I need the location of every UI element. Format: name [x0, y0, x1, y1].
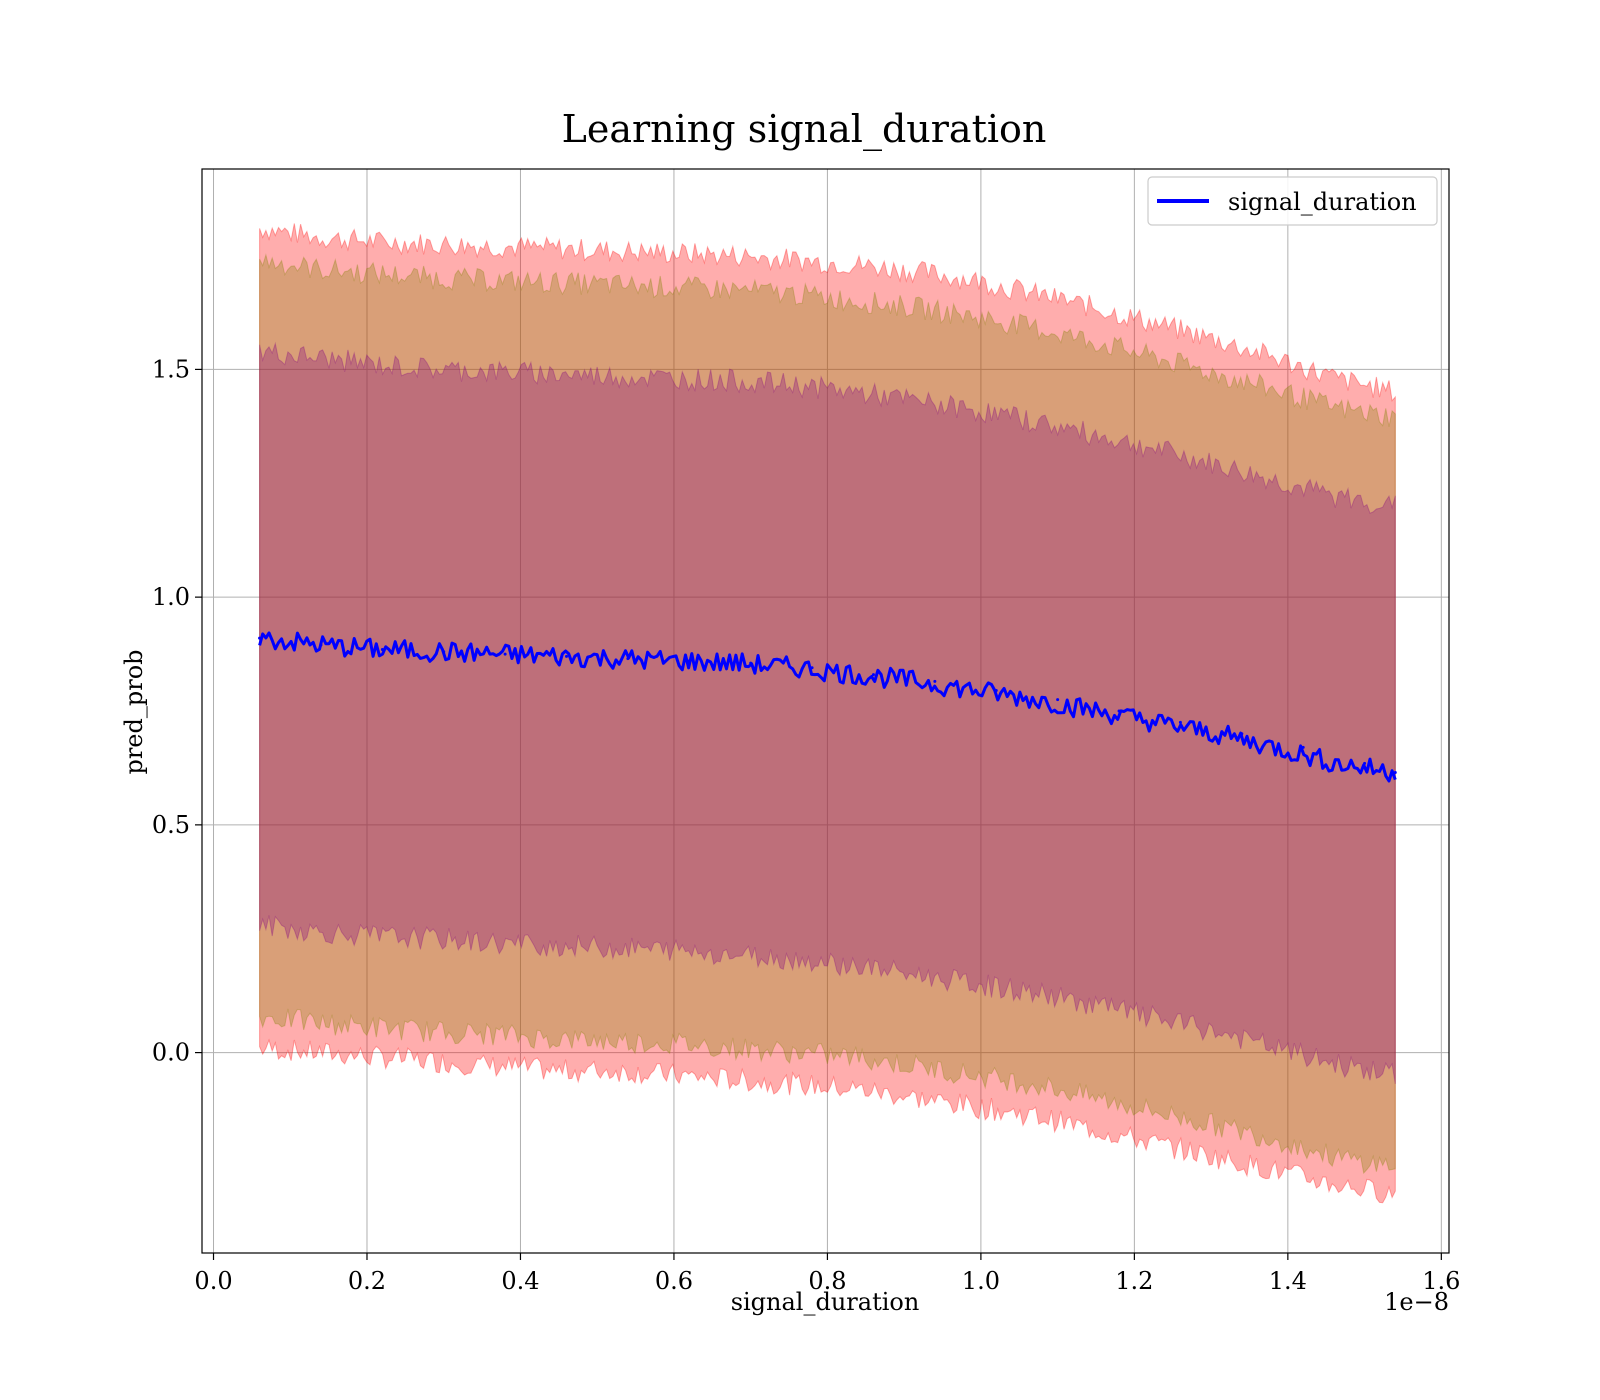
series-point: [1178, 720, 1182, 724]
x-tick-label: 1.4: [1269, 1267, 1307, 1295]
x-axis-offset-label: 1e−8: [1384, 1288, 1449, 1316]
chart-title: Learning signal_duration: [562, 107, 1047, 152]
series-point: [319, 643, 323, 647]
series-point: [258, 636, 262, 640]
series-point: [1301, 745, 1305, 749]
data-lines: [258, 631, 1397, 783]
axis-ticks: 0.0 0.2 0.4 0.6 0.8 1.0 1.2 1.4 1.6 0.0 0.5 1.0 1.5: [152, 355, 1461, 1295]
x-tick-label: 0.4: [501, 1267, 539, 1295]
series-point: [1056, 698, 1060, 702]
series-point: [749, 661, 753, 665]
x-tick-label: 1.2: [1115, 1267, 1153, 1295]
x-tick-label: 0.8: [808, 1267, 846, 1295]
y-tick-label: 1.0: [152, 583, 190, 611]
y-tick-label: 1.5: [152, 355, 190, 383]
series-point: [994, 689, 998, 693]
series-point: [810, 666, 814, 670]
legend-box: [1147, 176, 1438, 226]
series-point: [380, 648, 384, 652]
series-point: [626, 657, 630, 661]
x-axis-label: signal_duration: [731, 1288, 920, 1316]
y-tick-label: 0.5: [152, 811, 190, 839]
series-point: [871, 673, 875, 677]
confidence-band-outer: [259, 223, 1396, 1204]
legend: signal_duration: [1147, 176, 1438, 226]
series-line: [258, 631, 1397, 783]
confidence-band-inner: [259, 341, 1396, 1084]
series-point: [565, 654, 569, 658]
confidence-bands: [259, 223, 1396, 1204]
series-point: [1393, 770, 1397, 774]
series-point: [1240, 732, 1244, 736]
x-tick-label: 0.6: [655, 1267, 693, 1295]
plot-background: [202, 169, 1449, 1253]
x-tick-label: 1.0: [962, 1267, 1000, 1295]
confidence-band-middle: [259, 253, 1396, 1175]
series-point: [442, 650, 446, 654]
series-point: [1117, 709, 1121, 713]
series-point: [503, 652, 507, 656]
plot-area: 0.0 0.2 0.4 0.6 0.8 1.0 1.2 1.4 1.6 0.0 0.5 1.0 1.5: [152, 168, 1461, 1295]
x-tick-label: 0.2: [348, 1267, 386, 1295]
x-tick-label: 0.0: [194, 1267, 232, 1295]
x-tick-label: 1.6: [1422, 1267, 1460, 1295]
legend-label: signal_duration: [1228, 188, 1417, 216]
series-point: [1363, 761, 1367, 765]
series-point: [687, 659, 691, 663]
y-axis-label: pred_prob: [120, 649, 148, 774]
series-point: [933, 679, 937, 683]
plot-frame: [201, 168, 1450, 1254]
y-tick-label: 0.0: [152, 1039, 190, 1067]
